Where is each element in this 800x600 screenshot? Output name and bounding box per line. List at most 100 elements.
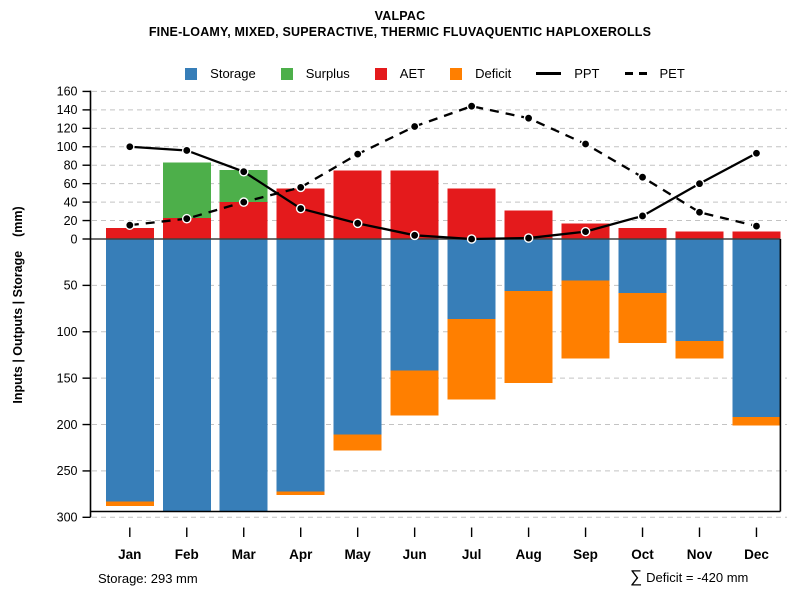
pet-line-marker: [523, 113, 534, 123]
deficit-bar: [504, 290, 553, 383]
ppt-line-marker: [295, 203, 306, 214]
month-label: Nov: [687, 547, 713, 562]
legend-item-surplus: Surplus: [280, 66, 350, 81]
ppt-line-marker: [637, 211, 648, 221]
deficit-swatch-icon: [450, 67, 463, 80]
deficit-sum-note: ∑ Deficit = -420 mm: [630, 567, 748, 587]
ppt-line-marker: [409, 230, 420, 241]
legend-item-ppt: PPT: [536, 66, 600, 81]
y-tick-label: 300: [57, 511, 78, 525]
legend-item-storage: Storage: [185, 66, 256, 81]
month-label: Oct: [631, 547, 654, 562]
storage-bar: [675, 239, 724, 342]
aet-swatch-icon: [374, 67, 387, 80]
pet-line-marker: [466, 101, 477, 111]
y-tick-label: 120: [57, 122, 78, 136]
aet-bar: [390, 170, 439, 239]
deficit-bar: [276, 491, 325, 496]
y-tick-label: 50: [64, 279, 78, 293]
pet-line-marker: [580, 139, 591, 149]
y-tick-label: 160: [57, 85, 78, 99]
y-tick-label: 40: [64, 195, 78, 209]
pet-line-marker: [125, 220, 135, 230]
ppt-line-marker: [125, 141, 135, 152]
pet-line-marker: [637, 172, 648, 183]
deficit-bar: [732, 417, 781, 426]
storage-swatch-icon: [185, 67, 198, 80]
aet-bar: [675, 231, 724, 239]
month-label: Mar: [232, 547, 257, 562]
month-label: Jun: [403, 547, 427, 562]
deficit-bar: [105, 501, 154, 507]
ppt-line-marker: [694, 178, 705, 189]
sigma-icon: ∑: [630, 567, 643, 586]
y-tick-label: 0: [71, 232, 78, 246]
bars: [105, 162, 781, 511]
pet-line-marker: [238, 197, 249, 207]
month-label: Jul: [462, 547, 482, 562]
page-subtitle: FINE-LOAMY, MIXED, SUPERACTIVE, THERMIC …: [148, 25, 652, 39]
y-tick-label: 100: [57, 140, 78, 154]
legend-label-pet: PET: [659, 66, 685, 81]
ppt-line-marker: [751, 148, 762, 159]
surplus-swatch-icon: [280, 67, 293, 80]
legend-label-aet: AET: [399, 66, 426, 81]
aet-bar: [447, 188, 496, 239]
y-axis-title: Inputs | Outputs | Storage (mm): [11, 206, 25, 404]
surplus-bar: [162, 162, 211, 218]
x-axis: Jan Feb Mar Apr May Jun Jul Aug Sep Oct Nov Dec: [118, 527, 769, 562]
ppt-line-marker: [466, 234, 477, 244]
storage-bar: [219, 239, 268, 511]
aet-bar: [105, 227, 154, 239]
deficit-bar: [618, 292, 667, 343]
ppt-line-marker: [352, 218, 363, 229]
y-tick-label: 60: [64, 177, 78, 191]
y-tick-label: 20: [64, 214, 78, 228]
storage-bar: [276, 239, 325, 492]
y-tick-label: 150: [57, 371, 78, 385]
storage-bar: [732, 239, 781, 418]
month-label: Apr: [289, 547, 313, 562]
storage-bar: [504, 239, 553, 291]
page-title: VALPAC: [374, 9, 426, 23]
pet-line-marker: [751, 221, 762, 231]
y-tick-label: 80: [64, 159, 78, 173]
legend-label-surplus: Surplus: [305, 66, 350, 81]
ppt-line-marker: [181, 145, 192, 156]
month-label: Aug: [515, 547, 541, 562]
storage-bar: [162, 239, 211, 511]
deficit-bar: [447, 318, 496, 400]
storage-bar: [447, 239, 496, 319]
month-label: Jan: [118, 547, 141, 562]
y-tick-label: 250: [57, 464, 78, 478]
pet-line: [125, 101, 762, 231]
plot-frame: [89, 90, 782, 518]
aet-bar: [162, 217, 211, 239]
month-label: May: [345, 547, 372, 562]
deficit-sum-text: Deficit = -420 mm: [646, 569, 749, 585]
month-label: Feb: [175, 547, 199, 562]
y-tick-label: 200: [57, 418, 78, 432]
ppt-line: [125, 141, 762, 244]
legend-item-pet: PET: [624, 66, 685, 81]
legend-item-aet: AET: [374, 66, 426, 81]
legend: Storage Surplus AET Deficit PPT PET: [90, 66, 780, 81]
deficit-bar: [561, 280, 610, 359]
ppt-line-marker: [580, 226, 591, 237]
pet-line-marker: [409, 121, 420, 132]
storage-note: Storage: 293 mm: [98, 571, 198, 586]
legend-label-ppt: PPT: [574, 66, 600, 81]
gridlines: [92, 90, 787, 518]
deficit-bar: [333, 434, 382, 451]
ppt-line-marker: [523, 233, 534, 243]
pet-line-marker: [352, 149, 363, 159]
storage-bar: [333, 239, 382, 435]
legend-label-deficit: Deficit: [475, 66, 512, 81]
pet-line-marker: [181, 213, 192, 224]
ppt-line-marker: [238, 166, 249, 177]
legend-label-storage: Storage: [210, 66, 256, 81]
month-label: Sep: [573, 547, 598, 562]
month-label: Dec: [744, 547, 769, 562]
